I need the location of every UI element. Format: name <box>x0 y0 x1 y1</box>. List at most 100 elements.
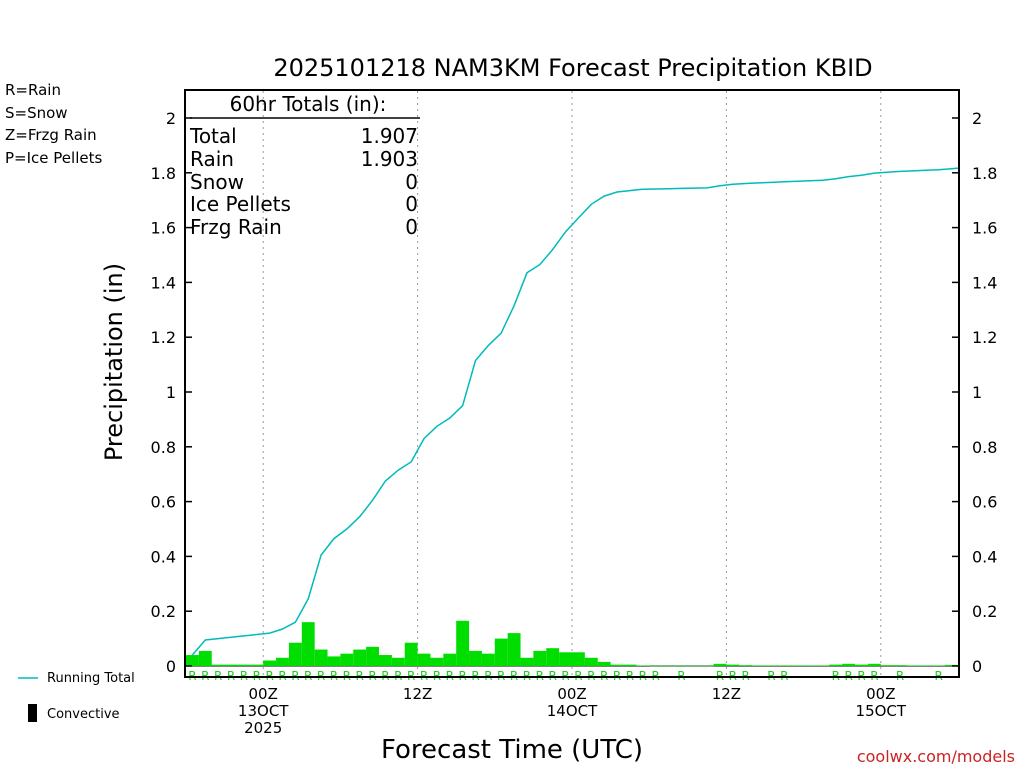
running-total-line <box>191 167 959 656</box>
precip-bar <box>533 650 547 666</box>
y-tick-label: 1.8 <box>151 164 176 183</box>
precip-bar <box>855 664 868 666</box>
precip-bar <box>237 664 251 666</box>
y-tick-label-right: 0.6 <box>972 493 997 512</box>
precip-bar <box>739 665 753 666</box>
totals-row-label: Total <box>189 124 237 148</box>
totals-row-value: 0 <box>405 192 418 216</box>
precip-bar <box>842 663 856 666</box>
precip-bar <box>597 661 611 666</box>
y-tick-label-right: 1.6 <box>972 219 997 238</box>
series-legend: Running Total Convective <box>18 671 135 722</box>
precip-bar <box>816 665 830 666</box>
y-tick-label: 0.6 <box>151 493 176 512</box>
precip-bar <box>726 664 740 666</box>
precip-bar <box>507 633 521 666</box>
precip-bar <box>327 656 341 666</box>
y-tick-label: 0.8 <box>151 438 176 457</box>
y-tick-label-right: 1.8 <box>972 164 997 183</box>
grid-lines <box>186 91 958 676</box>
precip-bar <box>456 620 470 666</box>
totals-row-value: 1.907 <box>361 124 418 148</box>
precip-bar <box>288 642 302 666</box>
precip-bar <box>314 649 328 666</box>
precip-bar <box>687 665 701 667</box>
bars-layer <box>186 620 958 667</box>
totals-row-label: Snow <box>190 170 244 194</box>
precip-bar <box>700 665 714 667</box>
x-tick-label: 00Z <box>557 685 586 703</box>
y-tick-label: 1.2 <box>151 328 176 347</box>
x-tick-label: 12Z <box>403 685 432 703</box>
totals-row-label: Frzg Rain <box>190 215 282 239</box>
y-tick-label-right: 1.2 <box>972 328 997 347</box>
credit-text: coolwx.com/models <box>857 747 1015 766</box>
y-tick-label: 1 <box>166 383 176 402</box>
x-tick-label: 14OCT <box>547 702 598 720</box>
precip-bar <box>674 665 688 667</box>
totals-row-value: 0 <box>405 215 418 239</box>
precip-bar <box>250 664 264 666</box>
precip-bar <box>224 664 238 666</box>
precip-bar <box>945 664 958 666</box>
y-tick-label: 0.2 <box>151 602 176 621</box>
precip-bar <box>430 657 444 666</box>
y-tick-label-right: 1 <box>972 383 982 402</box>
legend-rain-key: R=Rain <box>5 81 61 99</box>
x-tick-label: 00Z <box>866 685 895 703</box>
precip-bar <box>610 664 624 666</box>
precip-bar <box>276 657 289 666</box>
precip-bar <box>572 652 585 666</box>
precip-bar <box>481 653 495 666</box>
y-axis: 0 0.2 0.4 0.6 0.8 1 1.2 1.4 1.6 1.8 2 0 0.2 0.4 0.6 0.8… <box>151 109 998 676</box>
precip-bar <box>752 665 765 666</box>
precip-bar <box>584 657 598 666</box>
precip-bar <box>636 665 650 666</box>
y-tick-label-right: 0 <box>972 657 982 676</box>
totals-row-value: 1.903 <box>361 147 418 171</box>
convective-legend-label: Convective <box>47 707 120 722</box>
precip-bar <box>932 665 946 666</box>
y-tick-label-right: 1.4 <box>972 273 997 292</box>
convective-legend-swatch <box>28 704 37 722</box>
y-tick-label-right: 0.8 <box>972 438 997 457</box>
y-tick-label: 1.4 <box>151 273 176 292</box>
y-axis-label: Precipitation (in) <box>100 263 128 461</box>
y-tick-label-right: 0.4 <box>972 547 997 566</box>
y-tick-label: 0.4 <box>151 547 176 566</box>
totals-row-label: Rain <box>190 147 234 171</box>
precip-bar <box>520 657 534 666</box>
precip-bar <box>186 655 199 666</box>
legend-snow-key: S=Snow <box>5 104 68 122</box>
precip-bar <box>391 657 405 666</box>
precip-bar <box>867 663 881 666</box>
legend-ice-pellets-key: P=Ice Pellets <box>5 149 103 167</box>
x-tick-label: 13OCT <box>238 702 289 720</box>
x-tick-label: 15OCT <box>856 702 907 720</box>
precip-bar <box>353 649 367 666</box>
precip-bar <box>893 665 907 666</box>
totals-row-label: Ice Pellets <box>190 192 291 216</box>
y-tick-label: 1.6 <box>151 219 176 238</box>
precip-bar <box>713 663 727 666</box>
precip-bar <box>263 660 277 666</box>
precip-bar <box>803 665 817 666</box>
precip-bar <box>623 664 637 666</box>
precip-bar <box>765 665 778 666</box>
x-tick-label: 12Z <box>712 685 741 703</box>
precip-bar <box>379 655 392 666</box>
precip-bar <box>880 665 894 666</box>
y-tick-label-right: 0.2 <box>972 602 997 621</box>
x-axis-label: Forecast Time (UTC) <box>381 735 643 765</box>
precip-bar <box>662 665 675 667</box>
totals-row-value: 0 <box>405 170 418 194</box>
running-total-legend-label: Running Total <box>47 671 135 686</box>
x-tick-label: 2025 <box>244 719 282 737</box>
precip-bar <box>211 664 225 666</box>
legend-frzg-rain-key: Z=Frzg Rain <box>5 126 97 144</box>
running-total-layer <box>191 167 959 656</box>
precip-bar <box>494 638 508 666</box>
chart-title: 2025101218 NAM3KM Forecast Precipitation… <box>273 54 872 82</box>
